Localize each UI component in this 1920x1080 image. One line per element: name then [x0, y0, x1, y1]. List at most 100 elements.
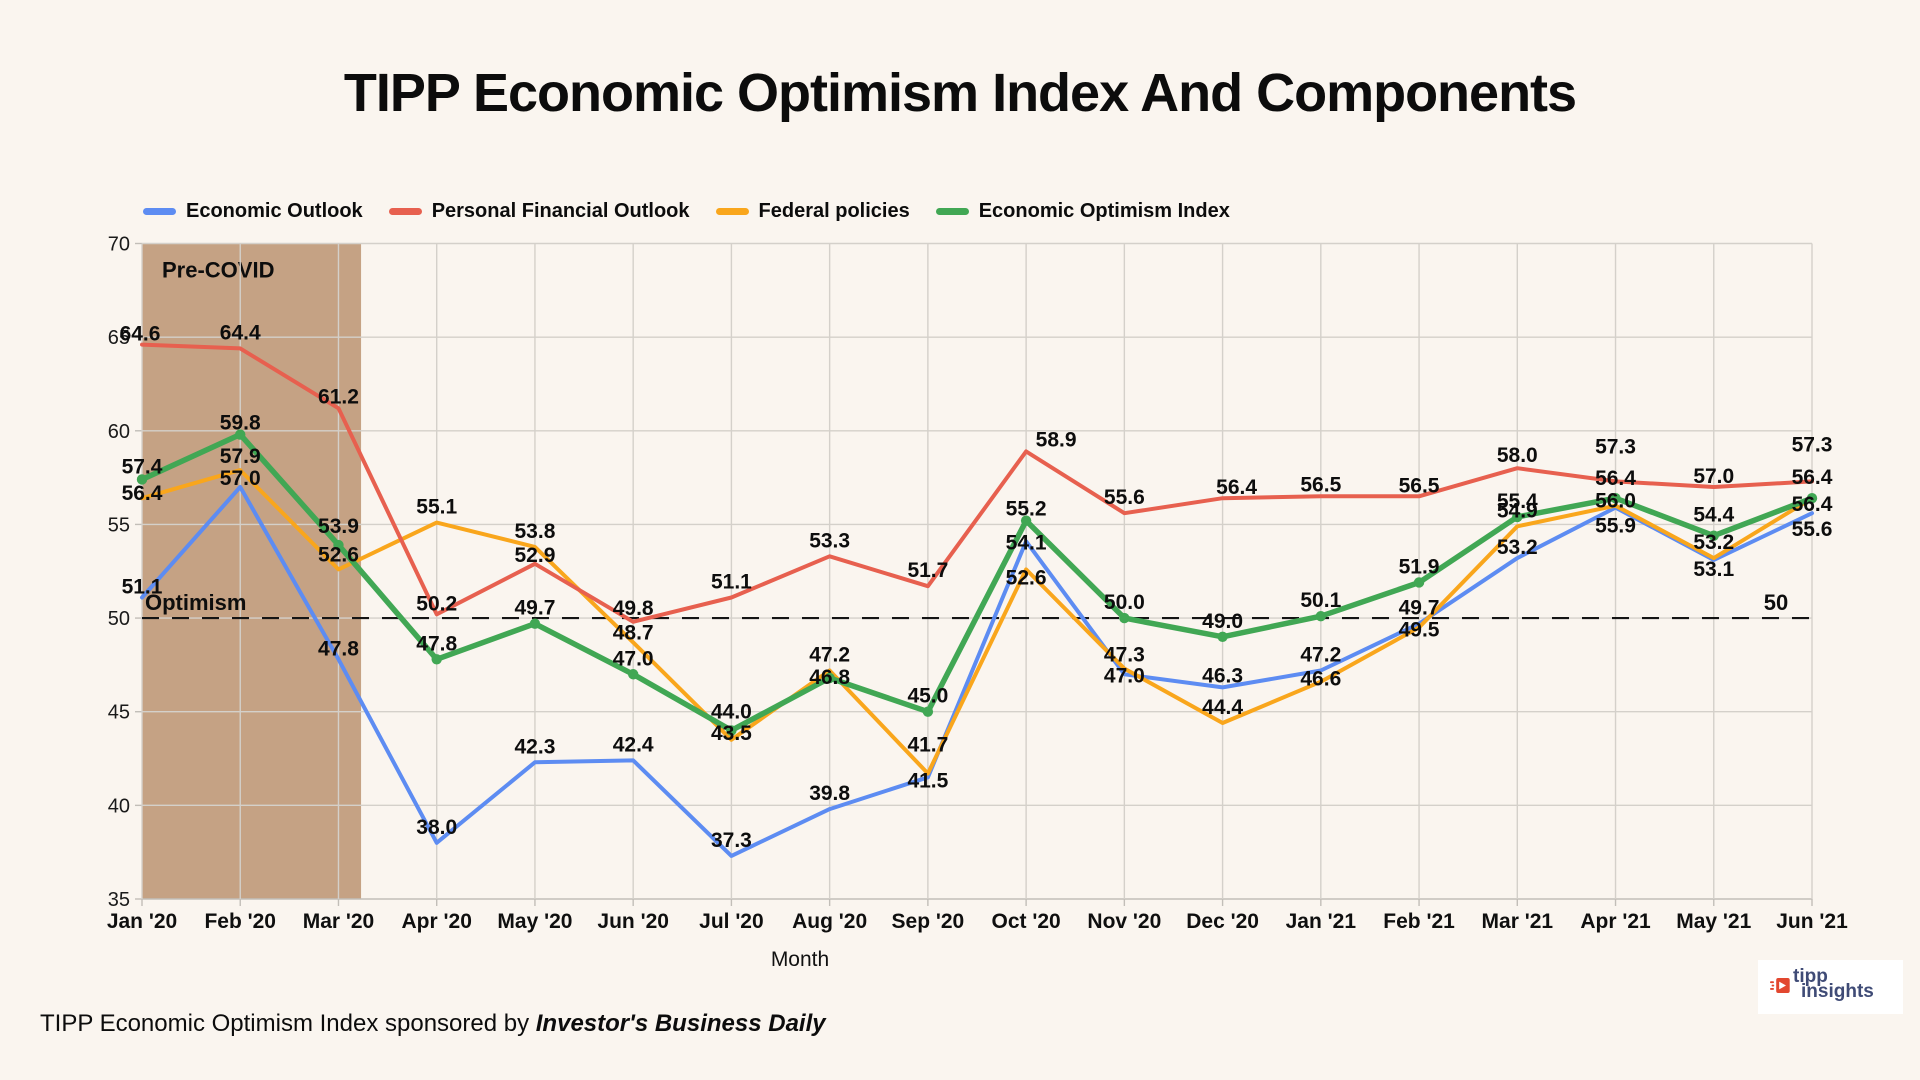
x-tick-label: Mar '21 — [1482, 910, 1554, 933]
data-label-federal-policies: 53.2 — [1693, 531, 1734, 554]
y-tick-label: 35 — [108, 889, 130, 911]
data-label-federal-policies: 47.3 — [1104, 644, 1145, 667]
data-label-federal-policies: 55.1 — [416, 496, 457, 519]
x-tick-label: Dec '20 — [1186, 910, 1259, 933]
data-label-economic-optimism-index: 51.9 — [1399, 555, 1440, 578]
data-label-personal-financial-outlook: 51.1 — [711, 570, 752, 593]
logo-line2: insights — [1801, 981, 1874, 1002]
data-label-economic-outlook: 49.7 — [1399, 597, 1440, 620]
series-marker — [1708, 530, 1719, 541]
x-tick-label: Mar '20 — [303, 910, 375, 933]
legend-swatch — [388, 207, 422, 215]
data-label-federal-policies: 56.4 — [122, 482, 163, 505]
legend-label: Economic Outlook — [186, 199, 363, 222]
data-label-economic-outlook: 47.8 — [318, 637, 359, 660]
data-label-economic-outlook: 51.1 — [122, 575, 163, 598]
data-label-federal-policies: 53.8 — [515, 520, 556, 543]
data-label-economic-optimism-index: 55.4 — [1497, 490, 1538, 513]
y-tick-label: 60 — [108, 421, 130, 443]
legend-swatch — [715, 207, 749, 215]
data-label-economic-optimism-index: 54.4 — [1693, 504, 1734, 527]
data-label-personal-financial-outlook: 58.9 — [1036, 428, 1077, 451]
data-label-federal-policies: 56.0 — [1595, 490, 1636, 513]
tipp-logo-icon — [1770, 978, 1790, 993]
x-tick-label: Jan '20 — [107, 910, 177, 933]
series-marker — [1119, 612, 1130, 624]
x-tick-label: Apr '21 — [1580, 910, 1651, 933]
x-tick-label: Oct '20 — [992, 910, 1061, 933]
data-label-economic-optimism-index: 56.4 — [1595, 467, 1636, 490]
logo-line1: tipp — [1793, 966, 1828, 987]
x-tick-label: Feb '21 — [1383, 910, 1455, 933]
logo-text: tipp insights — [1793, 966, 1874, 1002]
data-label-economic-outlook: 47.2 — [1300, 644, 1341, 667]
series-marker — [235, 429, 246, 440]
data-label-economic-optimism-index: 47.0 — [613, 647, 654, 670]
series-line-economic-optimism-index — [139, 431, 1815, 734]
data-label-federal-policies: 48.7 — [613, 621, 654, 644]
x-tick-label: Aug '20 — [792, 910, 867, 933]
y-tick-label: 40 — [108, 795, 130, 817]
data-label-federal-policies: 52.6 — [318, 543, 359, 566]
data-label-economic-optimism-index: 47.8 — [416, 632, 457, 655]
data-label-personal-financial-outlook: 57.3 — [1595, 435, 1636, 458]
data-label-personal-financial-outlook: 61.2 — [318, 385, 359, 408]
series-marker — [922, 706, 934, 717]
y-tick-label: 55 — [108, 514, 130, 536]
x-tick-label: Feb '20 — [204, 910, 276, 933]
y-tick-label: 50 — [108, 608, 130, 630]
series-marker — [824, 672, 835, 684]
x-tick-label: May '21 — [1676, 910, 1751, 933]
series-line-personal-financial-outlook — [140, 342, 1814, 624]
footer-text: TIPP Economic Optimism Index sponsored b… — [40, 1010, 536, 1037]
data-label-personal-financial-outlook: 58.0 — [1497, 444, 1538, 467]
data-label-personal-financial-outlook: 56.4 — [1216, 476, 1257, 499]
data-label-economic-optimism-index: 55.2 — [1006, 498, 1047, 521]
data-label-federal-policies: 57.9 — [220, 445, 261, 468]
data-label-economic-optimism-index: 50.1 — [1300, 589, 1341, 612]
legend-label: Economic Optimism Index — [978, 199, 1230, 222]
data-label-federal-policies: 46.6 — [1300, 668, 1341, 691]
series-marker — [431, 654, 442, 665]
legend: Economic Outlook Personal Financial Outlo… — [143, 197, 1230, 225]
legend-item-economic-optimism-index: Economic Optimism Index — [935, 199, 1230, 223]
data-label-economic-outlook: 47.0 — [1104, 664, 1145, 687]
legend-label: Personal Financial Outlook — [431, 199, 690, 222]
data-label-federal-policies: 54.9 — [1497, 499, 1538, 522]
threshold-value-label: 50 — [1764, 590, 1788, 615]
y-tick-label: 45 — [108, 702, 130, 724]
data-label-federal-policies: 47.2 — [809, 644, 850, 667]
data-label-personal-financial-outlook: 57.0 — [1693, 465, 1734, 488]
x-tick-label: Nov '20 — [1087, 910, 1161, 933]
data-label-economic-optimism-index: 49.0 — [1202, 610, 1243, 633]
precovid-band — [142, 243, 362, 899]
legend-swatch — [143, 207, 176, 215]
data-label-personal-financial-outlook: 53.3 — [809, 529, 850, 552]
data-label-economic-optimism-index: 56.4 — [1792, 466, 1833, 489]
data-label-economic-outlook: 37.3 — [711, 829, 752, 852]
legend-label: Federal policies — [758, 199, 910, 222]
series-marker — [1512, 511, 1523, 523]
data-label-economic-optimism-index: 44.0 — [711, 700, 752, 723]
data-label-economic-outlook: 41.5 — [907, 769, 948, 792]
data-label-personal-financial-outlook: 56.5 — [1300, 473, 1341, 496]
x-tick-label: Jul '20 — [699, 910, 764, 933]
series-marker — [529, 618, 541, 629]
x-tick-label: Jun '21 — [1776, 910, 1848, 933]
x-tick-label: May '20 — [497, 910, 572, 933]
series-marker — [1217, 631, 1228, 642]
series-line-federal-policies — [140, 468, 1814, 776]
data-label-economic-outlook: 54.1 — [1006, 531, 1047, 554]
data-label-federal-policies: 56.4 — [1792, 493, 1833, 516]
data-label-personal-financial-outlook: 51.7 — [907, 559, 948, 582]
precovid-label: Pre-COVID — [162, 258, 274, 283]
legend-item-economic-outlook: Economic Outlook — [143, 200, 363, 223]
x-tick-label: Apr '20 — [402, 910, 472, 933]
x-tick-label: Jan '21 — [1286, 910, 1357, 933]
tipp-insights-logo: tipp insights — [1758, 960, 1903, 1014]
data-label-economic-outlook: 55.6 — [1792, 518, 1833, 541]
data-label-federal-policies: 43.5 — [711, 722, 752, 745]
data-label-economic-outlook: 42.3 — [515, 735, 556, 758]
x-tick-label: Jun '20 — [597, 910, 669, 933]
